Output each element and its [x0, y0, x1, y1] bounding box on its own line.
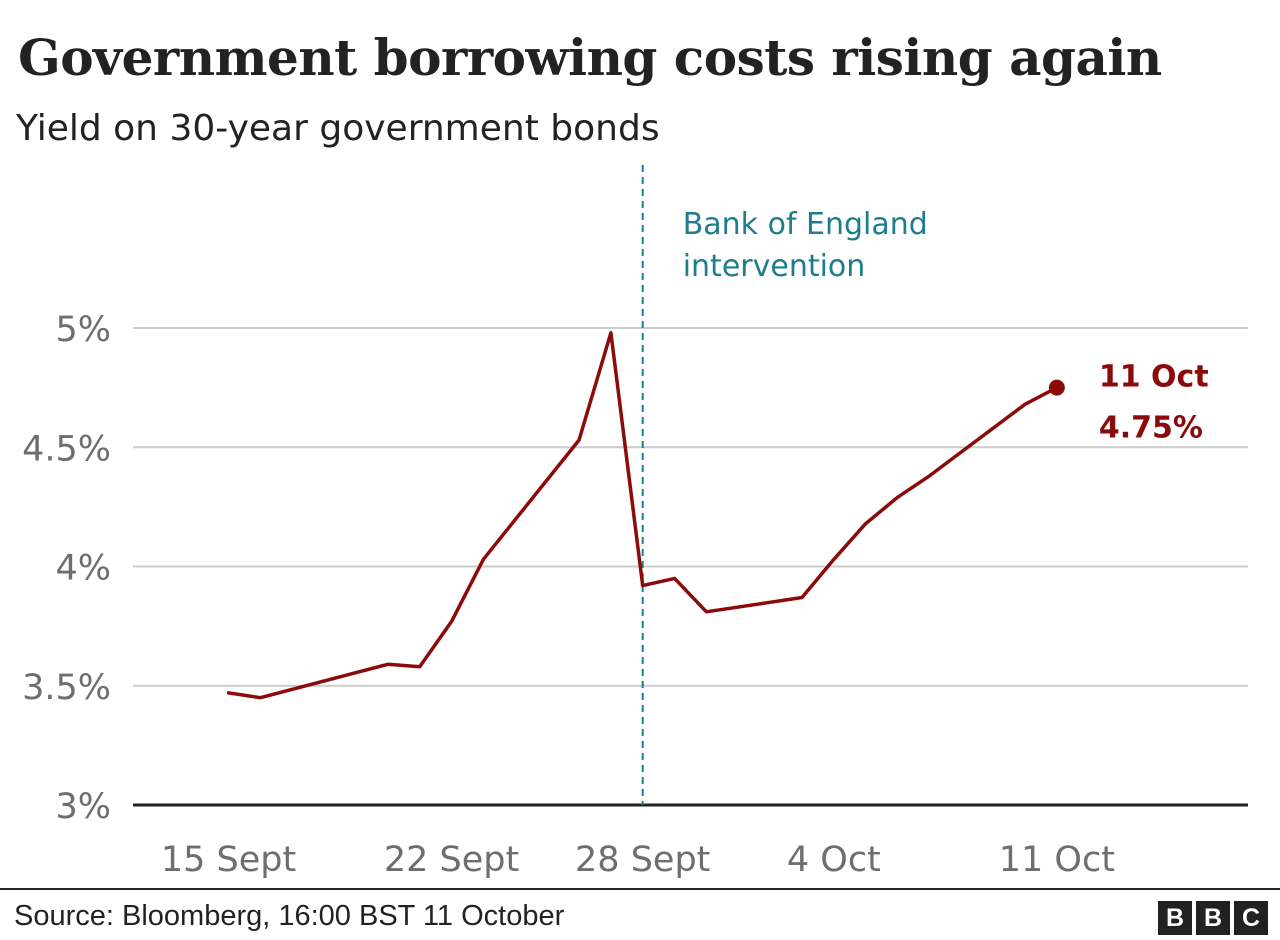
bbc-logo-letter-2: B — [1196, 901, 1230, 935]
grid-lines — [133, 327, 1248, 807]
y-axis-ticks: 3% 3.5% 4% 4.5% 5% — [22, 310, 111, 827]
x-tick-label: 28 Sept — [575, 840, 710, 880]
annotations: Bank of England intervention 11 Oct 4.75% — [641, 165, 1209, 805]
endpoint-label: 4.75% — [1099, 411, 1203, 446]
intervention-label: Bank of England — [683, 207, 928, 242]
y-tick-label: 4% — [55, 549, 111, 589]
bbc-logo-letter-3: C — [1234, 901, 1268, 935]
source-note: Source: Bloomberg, 16:00 BST 11 October — [14, 900, 565, 932]
series-line — [226, 331, 1059, 700]
bbc-logo-letter-1: B — [1158, 901, 1192, 935]
endpoint-marker — [1048, 379, 1065, 396]
series-layer — [226, 331, 1065, 700]
y-tick-label: 3% — [55, 787, 111, 827]
y-tick-label: 3.5% — [22, 668, 111, 708]
x-tick-label: 4 Oct — [787, 840, 881, 880]
y-tick-label: 5% — [55, 310, 111, 350]
y-tick-label: 4.5% — [22, 429, 111, 469]
bbc-logo: B B C — [1158, 901, 1268, 935]
intervention-label: intervention — [683, 249, 866, 284]
x-axis-ticks: 15 Sept 22 Sept 28 Sept 4 Oct 11 Oct — [161, 840, 1115, 880]
x-tick-label: 15 Sept — [161, 840, 296, 880]
x-tick-label: 11 Oct — [999, 840, 1115, 880]
endpoint-label: 11 Oct — [1099, 360, 1209, 395]
footer-divider — [0, 888, 1280, 890]
chart-subtitle: Yield on 30-year government bonds — [16, 108, 660, 149]
x-tick-label: 22 Sept — [384, 840, 519, 880]
chart-title: Government borrowing costs rising again — [18, 28, 1162, 87]
line-chart: 3% 3.5% 4% 4.5% 5% 15 Sept 22 Sept 28 Sept 4 Oc… — [22, 165, 1248, 880]
